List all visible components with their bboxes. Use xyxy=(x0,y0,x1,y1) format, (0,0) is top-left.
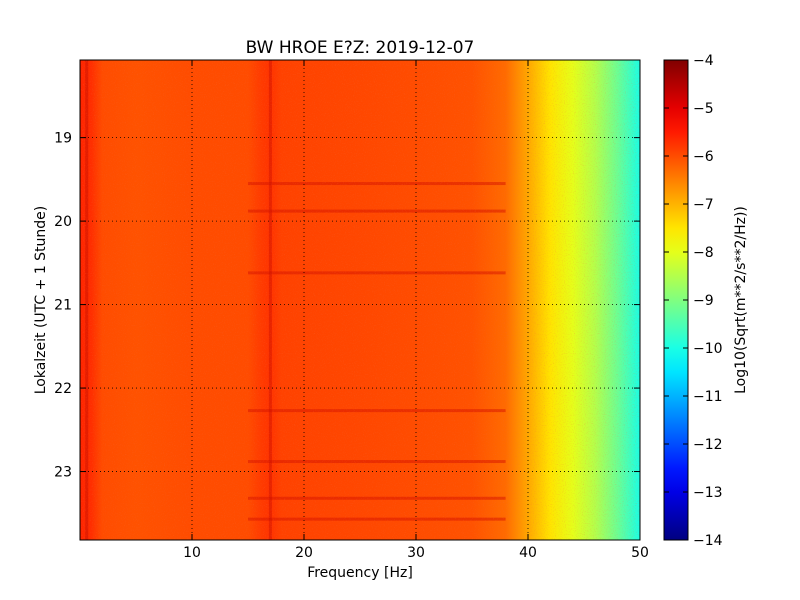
colorbar-tick-label: −7 xyxy=(693,197,714,213)
x-axis: 10 20 30 40 50 xyxy=(183,60,649,561)
colorbar-tick-label: −14 xyxy=(693,533,723,549)
colorbar-tick-label: −9 xyxy=(693,293,714,309)
y-tick-label: 21 xyxy=(54,298,72,314)
x-tick-label: 50 xyxy=(631,545,649,561)
colorbar-tick-label: −13 xyxy=(693,485,723,501)
plot-frame xyxy=(79,59,641,541)
colorbar-tick-label: −12 xyxy=(693,437,723,453)
colorbar-tick-label: −5 xyxy=(693,101,714,117)
x-tick-label: 20 xyxy=(295,545,313,561)
chart-title: BW HROE E?Z: 2019-12-07 xyxy=(246,38,475,58)
colorbar-tick-label: −11 xyxy=(693,389,723,405)
heatmap-area xyxy=(79,59,641,541)
x-tick-label: 40 xyxy=(519,545,537,561)
colorbar-tick-label: −4 xyxy=(693,53,714,69)
y-tick-label: 19 xyxy=(54,131,72,147)
y-tick-label: 20 xyxy=(54,214,72,230)
heatmap-grain xyxy=(80,60,640,540)
x-tick-label: 30 xyxy=(407,545,425,561)
colorbar-tick-label: −6 xyxy=(693,149,714,165)
colorbar-tick-label: −10 xyxy=(693,341,723,357)
y-axis-label: Lokalzeit (UTC + 1 Stunde) xyxy=(33,206,49,395)
colorbar: −4 −5 −6 −7 −8 −9 −10 −11 −12 −13 −14 Log10(Sqrt(m… xyxy=(663,53,749,549)
colorbar-tick-label: −8 xyxy=(693,245,714,261)
y-axis: 19 20 21 22 23 xyxy=(54,131,640,481)
y-tick-label: 23 xyxy=(54,465,72,481)
x-tick-label: 10 xyxy=(183,545,201,561)
x-axis-label: Frequency [Hz] xyxy=(307,565,413,581)
colorbar-label: Log10(Sqrt(m**2/s**2/Hz)) xyxy=(733,206,749,394)
y-tick-label: 22 xyxy=(54,381,72,397)
colorbar-ticks: −4 −5 −6 −7 −8 −9 −10 −11 −12 −13 −14 xyxy=(664,53,723,549)
